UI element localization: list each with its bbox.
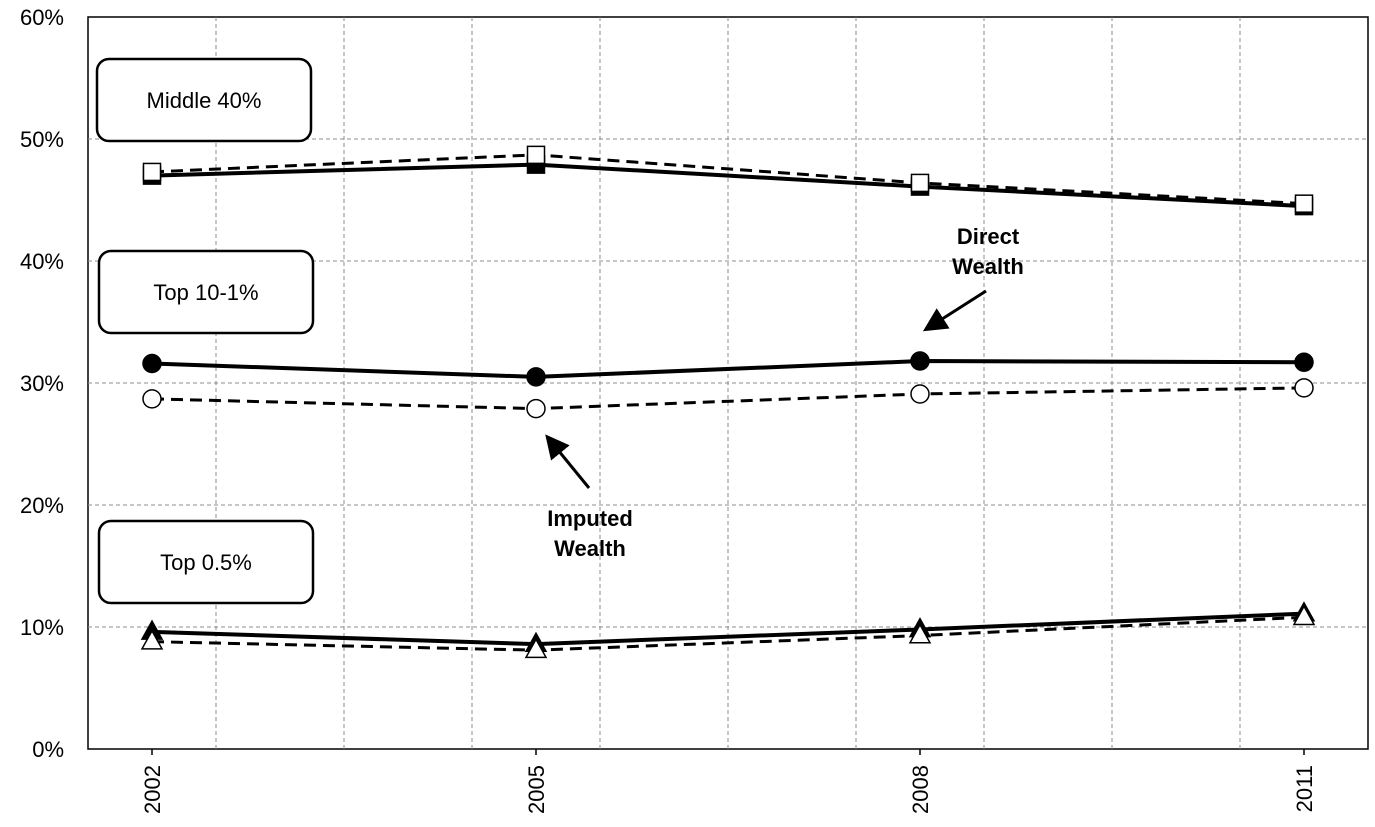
open-triangle-marker [1292,604,1316,626]
open-circle-marker [142,389,162,409]
open-square-marker [1294,194,1314,213]
series-layer [140,145,1316,659]
annotation-label: Direct [957,224,1020,249]
open-square-marker [526,145,546,165]
open-square-marker [910,173,930,193]
open-triangle-marker [524,637,548,659]
imputed-wealth-line [151,153,1305,206]
y-tick-label: 40% [20,249,64,274]
group-label-box [97,249,315,335]
direct-wealth-line [151,162,1305,209]
group-label-box [95,57,313,143]
annotation-label: Imputed [547,506,633,531]
imputed-wealth-line [151,386,1305,411]
series-group-triangle [140,601,1316,659]
group-label-text: Middle 40% [147,88,262,113]
open-triangle-marker [908,623,932,644]
direct-wealth-line [151,611,1305,647]
annotation-label: Wealth [554,536,626,561]
open-circle-marker [910,384,930,404]
y-tick-label: 10% [20,615,64,640]
filled-circle-marker [1294,352,1314,373]
group-label-boxes: Middle 40% Top 10-1% Top 0.5% [95,57,315,605]
axis-layer: 0% 10% 20% 30% 40% 50% 60% 2002 2005 2008 2011 [20,5,1317,814]
open-square-marker [142,162,162,182]
filled-circle-marker [526,367,546,387]
x-tick-label: 2008 [908,765,933,814]
filled-circle-marker [910,351,930,371]
y-tick-label: 60% [20,5,64,30]
annotation-arrow [545,434,591,489]
direct-wealth-line [151,359,1305,379]
y-tick-label: 20% [20,493,64,518]
y-tick-label: 0% [32,737,64,762]
series-group-circle [142,351,1314,419]
y-tick-label: 50% [20,127,64,152]
open-circle-marker [526,398,546,419]
open-circle-marker [1294,378,1314,398]
x-tick-label: 2011 [1292,765,1317,812]
group-label-box [97,519,315,605]
annotation-layer: Direct Wealth Imputed Wealth [545,224,1024,561]
series-group-square [142,145,1314,216]
group-label-text: Top 0.5% [160,550,252,575]
annotation-label: Wealth [952,254,1024,279]
filled-circle-marker [142,353,162,374]
x-tick-label: 2005 [524,765,549,814]
open-triangle-marker [140,629,164,650]
y-tick-label: 30% [20,371,64,396]
x-tick-label: 2002 [140,765,165,814]
group-label-text: Top 10-1% [153,280,258,305]
annotation-arrow [922,289,987,332]
imputed-wealth-line [151,615,1305,652]
